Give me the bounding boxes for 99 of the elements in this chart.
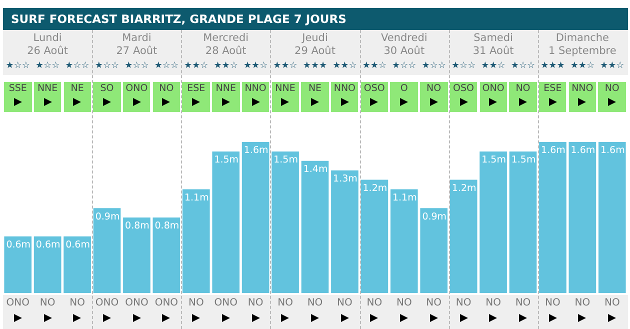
text: Lundi — [32, 32, 63, 45]
data-label: 1.2m — [362, 182, 388, 194]
text: ★☆☆ — [124, 61, 150, 71]
text: SO — [99, 82, 115, 96]
text: ★☆☆ — [94, 61, 120, 71]
x-tick-label: ONO — [154, 298, 178, 309]
data-label: 1.5m — [511, 154, 536, 166]
x-tick-label: NO — [70, 298, 86, 309]
data-label: 0.6m — [36, 240, 60, 251]
text: ★☆☆ — [510, 61, 536, 71]
text: ★☆☆ — [34, 61, 61, 71]
text: OSO — [452, 82, 476, 96]
data-label: 1.6m — [600, 145, 625, 156]
x-tick-label: NO — [337, 298, 353, 309]
text: 31 Août — [472, 45, 515, 58]
text: 28 Août — [204, 45, 248, 58]
data-label: 1.5m — [214, 154, 239, 166]
text: NE — [307, 82, 323, 96]
text: NO — [604, 82, 620, 96]
x-tick-label: ONO — [125, 298, 148, 309]
x-tick-label: NO — [307, 298, 323, 309]
x-tick-label: NO — [486, 298, 502, 309]
text: ★★☆ — [569, 61, 596, 71]
text: ★☆☆ — [4, 61, 31, 71]
x-tick-label: ONO — [214, 298, 238, 309]
text: OSO — [362, 82, 386, 96]
text: SSE — [8, 82, 28, 96]
x-tick-label: NO — [574, 298, 590, 309]
x-tick-label: NO — [188, 298, 204, 309]
data-label: 1.4m — [303, 164, 328, 176]
text: ★★☆ — [212, 61, 239, 71]
text: NO — [426, 82, 442, 96]
text: ★☆☆ — [153, 61, 180, 71]
text: NO — [514, 82, 532, 96]
text: ★★☆ — [599, 61, 626, 71]
chart-title: SURF FORECAST BIARRITZ, GRANDE PLAGE 7 JOURS — [3, 8, 628, 30]
text: 27 Août — [115, 45, 158, 58]
text: ★☆☆ — [450, 61, 477, 71]
x-tick-label: NO — [278, 298, 294, 309]
text: ★★☆ — [332, 61, 358, 71]
text: NE — [70, 82, 85, 96]
data-label: 1.1m — [392, 192, 417, 204]
text: NNE — [274, 82, 296, 96]
text: ★☆☆ — [64, 61, 90, 71]
data-label: 1.6m — [570, 145, 596, 156]
x-tick-label: ONO — [95, 298, 119, 309]
data-label: 0.6m — [66, 240, 90, 251]
x-tick-label: NO — [426, 298, 442, 309]
data-label: 0.9m — [95, 211, 120, 222]
x-tick-label: NO — [545, 298, 561, 309]
text: ★★☆ — [183, 61, 210, 71]
data-label: 1.2m — [452, 182, 476, 194]
text: Dimanche — [554, 32, 610, 45]
data-label: 1.1m — [184, 192, 209, 204]
text: 26 Août — [26, 45, 70, 58]
text: NNE — [214, 82, 237, 96]
x-tick-label: NO — [248, 298, 264, 309]
x-tick-label: NO — [40, 298, 56, 309]
data-label: 1.6m — [244, 145, 268, 156]
text: ★★☆ — [361, 61, 388, 71]
text: ★☆☆ — [391, 61, 418, 71]
data-label: 0.6m — [6, 240, 31, 251]
text: 1 Septembre — [548, 45, 618, 58]
text: Mardi — [121, 32, 152, 45]
text: NNO — [570, 82, 594, 96]
data-label: 1.5m — [274, 154, 298, 166]
text: O — [399, 82, 409, 96]
text: NNE — [36, 82, 59, 96]
text: ESE — [186, 82, 206, 96]
x-tick-label: NO — [396, 298, 412, 309]
text: ★★★ — [540, 61, 566, 71]
data-label: 0.9m — [422, 211, 447, 222]
text: ESE — [542, 82, 563, 96]
text: NNO — [332, 82, 357, 96]
text: ★★★ — [302, 61, 328, 71]
data-label: 1.3m — [333, 174, 358, 185]
data-label: 1.5m — [482, 154, 506, 166]
x-tick-label: ONO — [6, 298, 30, 309]
x-tick-label: NO — [604, 298, 620, 309]
text: Mercredi — [202, 32, 250, 45]
text: ★★☆ — [242, 61, 269, 71]
text: NNO — [244, 82, 268, 96]
x-tick-label: NO — [515, 298, 531, 309]
x-tick-label: NO — [366, 298, 382, 309]
text: Samedi — [472, 32, 514, 45]
text: ★★☆ — [272, 61, 298, 71]
data-label: 0.8m — [154, 220, 180, 232]
text: ★★☆ — [480, 61, 506, 71]
text: ★☆☆ — [420, 61, 447, 71]
text: 29 Août — [294, 45, 336, 58]
data-label: 0.8m — [125, 220, 150, 232]
text: ONO — [124, 82, 149, 96]
text: ONO — [481, 82, 506, 96]
data-label: 1.6m — [541, 145, 566, 156]
text: 30 Août — [382, 45, 426, 58]
text: NO — [158, 82, 175, 96]
text: Vendredi — [380, 32, 428, 45]
text: Jeudi — [300, 32, 329, 45]
x-tick-label: NO — [456, 298, 472, 309]
